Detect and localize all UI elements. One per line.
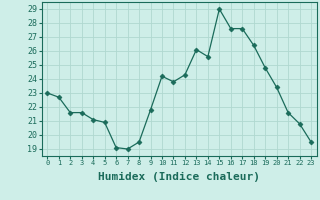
X-axis label: Humidex (Indice chaleur): Humidex (Indice chaleur)	[98, 172, 260, 182]
